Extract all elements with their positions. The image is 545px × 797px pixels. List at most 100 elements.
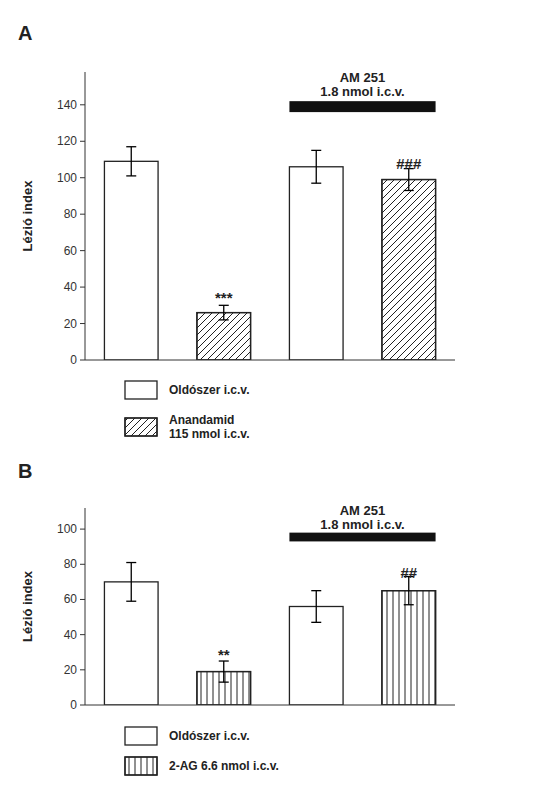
- y-tick: [80, 250, 85, 251]
- panel: A020406080100120140Lézió index***###AM 2…: [18, 22, 455, 441]
- y-tick-label: 120: [57, 134, 77, 148]
- legend-swatch: [125, 757, 157, 775]
- text-line: Anandamid: [169, 413, 234, 427]
- y-tick: [80, 141, 85, 142]
- panel-title: B: [18, 460, 32, 482]
- panel: B 0 20 40 60 80 100 Lézió index ** ## AM 2511.8 nm…: [18, 460, 455, 775]
- error-cap: [404, 190, 414, 191]
- legend-swatch: [125, 381, 157, 399]
- error-cap: [311, 183, 321, 184]
- y-tick-label: 0: [70, 698, 77, 712]
- error-cap: [126, 601, 136, 602]
- legend-label: Anandamid115 nmol i.c.v.: [169, 413, 249, 441]
- y-tick: [80, 323, 85, 324]
- error-bar: [126, 563, 136, 602]
- y-tick: [80, 177, 85, 178]
- treatment-bar: [289, 101, 435, 112]
- error-cap: [311, 622, 321, 623]
- text-line: **: [218, 646, 230, 663]
- error-cap: [219, 319, 229, 320]
- text-line: ##: [400, 564, 417, 581]
- annotation: AM 2511.8 nmol i.c.v.: [320, 503, 404, 532]
- error-cap: [219, 681, 229, 682]
- bar: [382, 591, 436, 705]
- annotation: **: [218, 646, 230, 663]
- legend-swatch-hatch: [125, 757, 157, 775]
- y-tick-label: 20: [64, 663, 78, 677]
- bar-hatch: [382, 591, 436, 705]
- y-tick-label: 60: [64, 592, 78, 606]
- legend: Oldószer i.c.v. Anandamid115 nmol i.c.v.: [125, 381, 249, 441]
- plot-area: [104, 147, 435, 360]
- y-axis-line: [85, 508, 86, 705]
- y-tick: [80, 104, 85, 105]
- text-line: Oldószer i.c.v.: [169, 729, 249, 743]
- text-line: 2-AG 6.6 nmol i.c.v.: [169, 759, 279, 773]
- error-bar: [311, 591, 321, 623]
- legend: Oldószer i.c.v. 2-AG 6.6 nmol i.c.v.: [125, 727, 279, 775]
- y-tick-label: 20: [64, 317, 78, 331]
- error-cap: [126, 562, 136, 563]
- text-line: AM 251: [340, 503, 386, 518]
- text-line: ###: [396, 155, 422, 172]
- plot-area: [104, 563, 435, 705]
- y-tick-label: 100: [57, 171, 77, 185]
- x-axis-line: [85, 360, 455, 361]
- y-axis-line: [85, 72, 86, 360]
- bar-hatch: [382, 180, 436, 360]
- error-cap: [404, 604, 414, 605]
- error-stem: [223, 661, 224, 682]
- legend-swatch: [125, 727, 157, 745]
- error-stem: [131, 147, 132, 176]
- text-line: AM 251: [340, 70, 386, 85]
- bar: [289, 167, 343, 360]
- error-bar: [126, 147, 136, 176]
- y-tick-label: 80: [64, 557, 78, 571]
- y-tick-label: 60: [64, 244, 78, 258]
- text-line: 1.8 nmol i.c.v.: [320, 517, 404, 532]
- annotation: ###: [396, 155, 422, 172]
- text-line: ***: [215, 289, 233, 306]
- error-bar: [219, 305, 229, 320]
- annotation: AM 2511.8 nmol i.c.v.: [320, 70, 404, 99]
- error-cap: [311, 150, 321, 151]
- error-stem: [408, 577, 409, 605]
- bar: [104, 161, 158, 360]
- text-line: Oldószer i.c.v.: [169, 383, 249, 397]
- y-tick: [80, 564, 85, 565]
- text-line: 115 nmol i.c.v.: [169, 427, 249, 441]
- panel-title: A: [18, 22, 32, 44]
- error-bar: [219, 661, 229, 682]
- error-cap: [126, 175, 136, 176]
- y-tick: [80, 214, 85, 215]
- y-tick-label: 40: [64, 280, 78, 294]
- error-bar: [404, 577, 414, 605]
- y-tick: [80, 669, 85, 670]
- legend-label: 2-AG 6.6 nmol i.c.v.: [169, 759, 279, 773]
- text-line: 1.8 nmol i.c.v.: [320, 84, 404, 99]
- annotation: ##: [400, 564, 417, 581]
- y-tick-label: 80: [64, 207, 78, 221]
- legend-swatch-hatch: [125, 418, 157, 436]
- y-tick-label: 40: [64, 628, 78, 642]
- legend-label: Oldószer i.c.v.: [169, 383, 249, 397]
- y-tick: [80, 634, 85, 635]
- error-cap: [126, 146, 136, 147]
- bar: [197, 313, 251, 360]
- error-stem: [131, 563, 132, 602]
- treatment-bar: [289, 533, 435, 542]
- y-tick-label: 140: [57, 98, 77, 112]
- error-cap: [311, 590, 321, 591]
- y-axis-label: Lézió index: [20, 180, 35, 252]
- error-stem: [223, 305, 224, 320]
- error-stem: [316, 591, 317, 623]
- error-stem: [316, 150, 317, 183]
- y-tick: [80, 705, 85, 706]
- legend-swatch: [125, 418, 157, 436]
- y-axis-label: Lézió index: [20, 570, 35, 642]
- chart-figure: A 0 20 40 60 80 100 120 140 Lézió index *** ### AM 2…: [0, 0, 545, 797]
- error-bar: [311, 150, 321, 183]
- y-tick: [80, 529, 85, 530]
- y-tick-label: 100: [57, 522, 77, 536]
- background: [0, 0, 545, 797]
